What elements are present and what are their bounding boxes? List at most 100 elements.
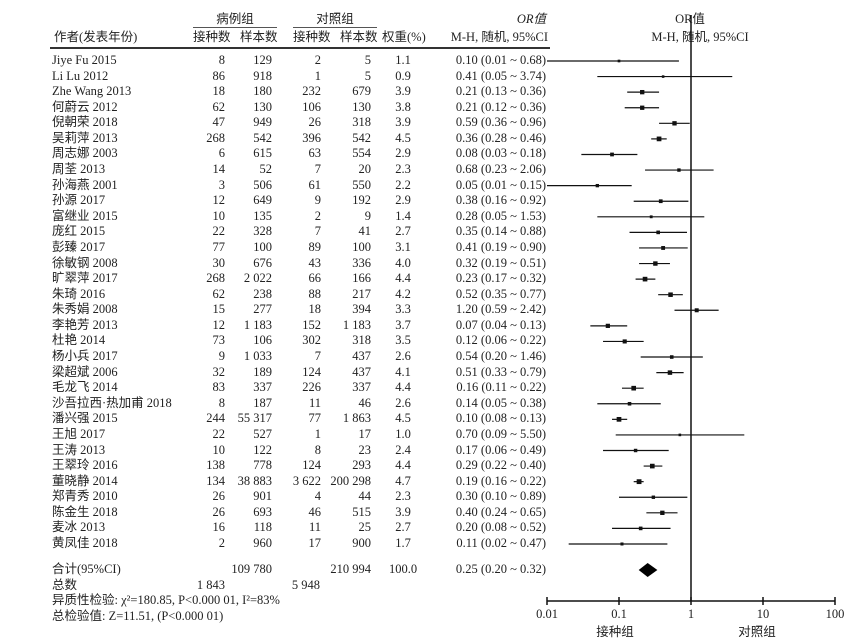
control-sample: 25: [358, 520, 372, 535]
case-sample: 55 317: [237, 411, 272, 426]
weight: 3.7: [395, 317, 411, 332]
control-sample: 100: [352, 239, 371, 254]
point-estimate-marker: [617, 59, 621, 63]
control-sample: 1 863: [342, 411, 371, 426]
events-label: 总数: [52, 578, 78, 592]
control-sample: 46: [358, 395, 372, 410]
point-estimate-marker: [656, 136, 662, 142]
case-vaccinated: 47: [212, 115, 226, 130]
x-tick-label: 1: [687, 607, 695, 621]
control-sample: 20: [358, 162, 372, 177]
control-sample: 336: [352, 255, 371, 270]
or-ci: 0.28 (0.05 ~ 1.53): [455, 208, 546, 223]
study-name: 富继业 2015: [52, 208, 118, 223]
or-ci: 0.36 (0.28 ~ 0.46): [455, 130, 546, 145]
study-name: 王涛 2013: [52, 442, 106, 457]
case-sample: 100: [253, 239, 272, 254]
x-tick-label: 100: [825, 607, 845, 621]
control-sample: 9: [364, 208, 371, 223]
or-ci: 0.21 (0.12 ~ 0.36): [455, 99, 546, 114]
control-vaccinated: 3 622: [292, 473, 321, 488]
or-ci: 0.35 (0.14 ~ 0.88): [455, 224, 546, 239]
weight: 4.5: [395, 411, 411, 426]
case-vaccinated: 86: [212, 68, 226, 83]
or-ci: 0.52 (0.35 ~ 0.77): [455, 286, 546, 301]
control-vaccinated: 7: [314, 224, 321, 239]
case-sample: 189: [253, 364, 272, 379]
weight: 4.1: [395, 364, 411, 379]
control-sample: 437: [352, 349, 371, 364]
control-sample: 192: [352, 193, 371, 208]
study-name: 孙源 2017: [52, 193, 106, 208]
control-sample: 293: [352, 458, 371, 473]
case-vaccinated: 2: [218, 535, 225, 550]
case-vaccinated: 10: [212, 208, 226, 223]
weight: 1.4: [395, 208, 411, 223]
or-ci: 0.59 (0.36 ~ 0.96): [455, 115, 546, 130]
study-name: 朱秀娟 2008: [52, 302, 118, 317]
case-group-underline: [193, 27, 277, 28]
case-sample: 118: [253, 520, 272, 535]
case-sample: 949: [253, 115, 272, 130]
case-vaccinated: 268: [206, 130, 225, 145]
or-ci: 0.51 (0.33 ~ 0.79): [455, 364, 546, 379]
case-vaccinated: 73: [212, 333, 226, 348]
control-vaccinated: 61: [308, 177, 322, 192]
weight: 3.9: [395, 504, 411, 519]
study-name: 倪朝荣 2018: [52, 115, 118, 130]
study-name: 潘兴强 2015: [52, 411, 118, 426]
point-estimate-marker: [667, 370, 673, 375]
control-vaccinated: 46: [308, 504, 322, 519]
control-vaccinated: 88: [308, 286, 322, 301]
weight: 2.7: [395, 224, 411, 239]
x-left-label: 接种组: [596, 625, 634, 639]
control-sample: 23: [358, 442, 372, 457]
point-estimate-marker: [694, 308, 699, 313]
weight: 2.9: [395, 193, 411, 208]
control-sample: 437: [352, 364, 371, 379]
study-name: 王翠玲 2016: [52, 458, 118, 473]
control-sample: 5: [364, 68, 371, 83]
point-estimate-marker: [678, 433, 682, 437]
study-name: 王旭 2017: [52, 426, 106, 441]
case-sample: 542: [253, 130, 272, 145]
point-estimate-marker: [656, 230, 660, 235]
case-sample: 106: [253, 333, 272, 348]
or-ci: 0.07 (0.04 ~ 0.13): [455, 317, 546, 332]
control-sample: 318: [352, 333, 371, 348]
point-estimate-marker: [640, 105, 645, 110]
study-name: 杨小兵 2017: [52, 349, 118, 364]
control-sample: 554: [352, 146, 371, 161]
or-ci: 0.40 (0.24 ~ 0.65): [455, 504, 546, 519]
overall-test-text: 总检验值: Z=11.51, (P<0.000 01): [52, 609, 224, 623]
control-vaccinated: 1: [314, 68, 321, 83]
case-sample: 187: [253, 395, 272, 410]
weight: 2.3: [395, 489, 411, 504]
control-vaccinated: 89: [308, 239, 322, 254]
weight: 4.2: [395, 286, 411, 301]
point-estimate-marker: [651, 495, 656, 499]
control-sample: 44: [358, 489, 372, 504]
study-name: 彭臻 2017: [52, 239, 106, 254]
case-group-header: 病例组: [216, 12, 254, 26]
case-sample: 901: [253, 489, 272, 504]
control-sample: 41: [358, 224, 372, 239]
case-sample: 52: [259, 162, 273, 177]
control-vaccinated: 302: [302, 333, 321, 348]
weight: 3.1: [395, 239, 411, 254]
control-sample: 130: [352, 99, 371, 114]
case-sample: 527: [253, 426, 272, 441]
case-sample: 2 022: [243, 271, 272, 286]
weight: 2.3: [395, 162, 411, 177]
case-sample: 337: [253, 380, 272, 395]
study-name: 郑青秀 2010: [52, 489, 118, 504]
case-vaccinated: 138: [206, 458, 225, 473]
control-vaccinated: 11: [308, 520, 321, 535]
or-ci: 0.05 (0.01 ~ 0.15): [455, 177, 546, 192]
point-estimate-marker: [677, 168, 681, 172]
control-sample: 200 298: [330, 473, 371, 488]
control-vaccinated: 152: [302, 317, 321, 332]
control-vaccinated: 43: [308, 255, 322, 270]
weight: 1.0: [395, 426, 411, 441]
